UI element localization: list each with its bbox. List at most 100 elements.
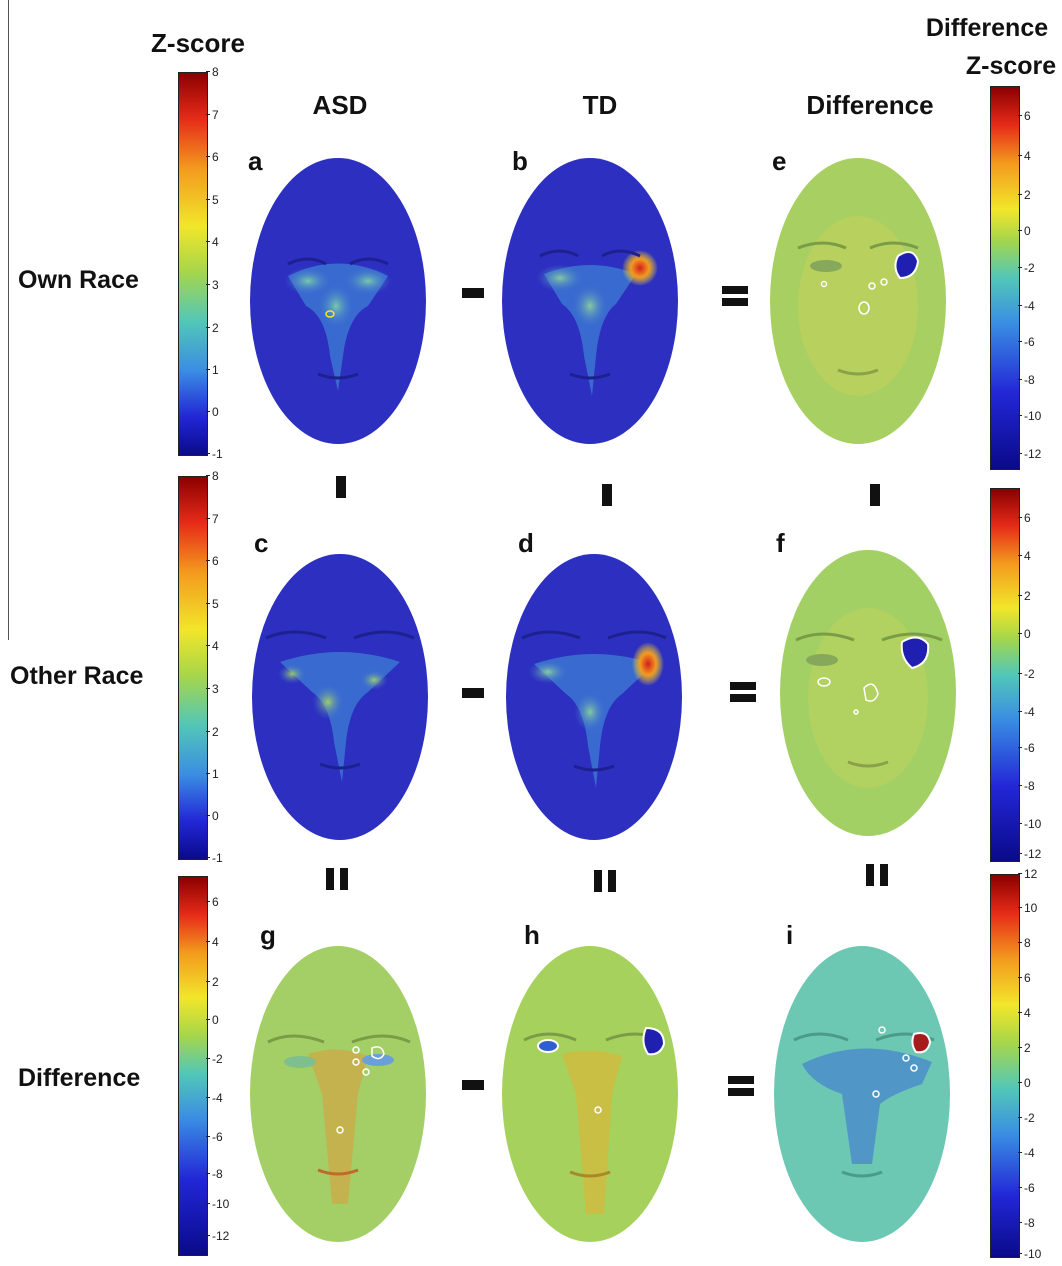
tick-label: 6: [206, 895, 219, 909]
row-label-other-race: Other Race: [10, 662, 144, 690]
tick-label: -6: [1018, 741, 1035, 755]
tick-label: 5: [206, 597, 219, 611]
tick-label: 2: [206, 975, 219, 989]
tick-label: 0: [206, 405, 219, 419]
tick-label: 4: [206, 935, 219, 949]
tick-label: 2: [1018, 589, 1031, 603]
difference-colorbar-bottom-right-ticks: 12 10 8 6 4 2 0 -2 -4 -6 -8 -10: [1017, 867, 1060, 1261]
tick-label: -8: [1018, 779, 1035, 793]
tick-label: -6: [1018, 335, 1035, 349]
minus-operator-row2: [458, 682, 488, 704]
difference-colorbar-bottom-right: [990, 874, 1020, 1258]
tick-label: -4: [206, 1091, 223, 1105]
difference-colorbar-bottom-left-ticks: 6 4 2 0 -2 -4 -6 -8 -10 -12: [205, 895, 252, 1246]
tick-label: 8: [206, 65, 219, 79]
heatmap-face-g-difference-asd: [250, 946, 426, 1242]
tick-label: 6: [206, 554, 219, 568]
tick-label: -4: [1018, 299, 1035, 313]
tick-label: 2: [206, 725, 219, 739]
tick-label: 6: [1018, 971, 1031, 985]
panel-letter-c: c: [254, 528, 269, 558]
tick-label: 4: [206, 235, 219, 249]
heatmap-face-c-asd-other-race: [252, 554, 428, 840]
tick-label: 4: [1018, 1006, 1031, 1020]
difference-colorbar-title-line1: Difference: [925, 14, 1049, 42]
zscore-colorbar-title: Z-score: [151, 28, 245, 58]
left-divider-line: [8, 0, 9, 640]
tick-label: 6: [1018, 511, 1031, 525]
panel-letter-a: a: [248, 146, 263, 176]
tick-label: -1: [206, 851, 223, 865]
heatmap-face-d-td-other-race: [506, 554, 682, 840]
tick-label: -2: [206, 1052, 223, 1066]
row-label-own-race: Own Race: [18, 266, 139, 294]
tick-label: 1: [206, 363, 219, 377]
heatmap-face-a-asd-own-race: [250, 158, 426, 444]
tick-label: 6: [1018, 109, 1031, 123]
vertical-equals-col3: [866, 864, 890, 886]
tick-label: -2: [1018, 1111, 1035, 1125]
tick-label: -8: [1018, 1216, 1035, 1230]
tick-label: 8: [206, 469, 219, 483]
heatmap-face-e-difference-own-race: [770, 158, 946, 444]
zscore-colorbar-top-ticks: 8 7 6 5 4 3 2 1 0 -1: [206, 65, 252, 466]
panel-letter-b: b: [512, 146, 528, 176]
tick-label: -4: [1018, 705, 1035, 719]
vertical-minus-col2: [602, 484, 612, 506]
tick-label: -6: [1018, 1181, 1035, 1195]
tick-label: -10: [1017, 1247, 1042, 1261]
difference-colorbar-title-line2: Z-score: [965, 52, 1057, 80]
tick-label: -12: [1017, 847, 1042, 861]
tick-label: 0: [206, 809, 219, 823]
row-label-difference: Difference: [18, 1064, 141, 1092]
minus-operator-row3: [458, 1074, 488, 1096]
tick-label: -1: [206, 447, 223, 461]
tick-label: 7: [206, 108, 219, 122]
tick-label: 0: [1018, 627, 1031, 641]
tick-label: 0: [1018, 224, 1031, 238]
difference-colorbar-middle-ticks: 6 4 2 0 -2 -4 -6 -8 -10 -12: [1017, 511, 1060, 862]
column-header-difference: Difference: [806, 90, 934, 120]
panel-letter-g: g: [260, 920, 276, 950]
tick-label: 5: [206, 193, 219, 207]
tick-label: 2: [1018, 1041, 1031, 1055]
difference-colorbar-middle: [990, 488, 1020, 862]
tick-label: 10: [1017, 901, 1038, 915]
tick-label: 6: [206, 150, 219, 164]
tick-label: -2: [1018, 667, 1035, 681]
vertical-equals-col1: [326, 868, 350, 890]
tick-label: 0: [206, 1013, 219, 1027]
tick-label: 1: [206, 767, 219, 781]
difference-colorbar-bottom-left: [178, 876, 208, 1256]
panel-letter-e: e: [772, 146, 787, 176]
tick-label: -8: [206, 1167, 223, 1181]
panel-letter-d: d: [518, 528, 534, 558]
tick-label: 12: [1017, 867, 1038, 881]
panel-letter-h: h: [524, 920, 540, 950]
difference-colorbar-top: [990, 86, 1020, 470]
panel-letter-i: i: [786, 920, 794, 950]
tick-label: 4: [1018, 149, 1031, 163]
tick-label: 2: [206, 321, 219, 335]
zscore-colorbar-middle: [178, 476, 208, 860]
vertical-equals-col2: [594, 870, 618, 892]
column-header-asd: ASD: [312, 90, 368, 120]
tick-label: -6: [206, 1130, 223, 1144]
tick-label: -8: [1018, 373, 1035, 387]
column-header-td: TD: [582, 90, 618, 120]
tick-label: -10: [205, 1197, 230, 1211]
heatmap-face-f-difference-other-race: [780, 550, 956, 836]
vertical-minus-col1: [336, 476, 346, 498]
panel-letter-f: f: [776, 528, 785, 558]
tick-label: 3: [206, 682, 219, 696]
vertical-minus-col3: [870, 484, 880, 506]
difference-colorbar-top-ticks: 6 4 2 0 -2 -4 -6 -8 -10 -12: [1017, 109, 1060, 460]
zscore-colorbar-top: [178, 72, 208, 456]
tick-label: 4: [206, 639, 219, 653]
tick-label: -4: [1018, 1146, 1035, 1160]
tick-label: 4: [1018, 549, 1031, 563]
zscore-colorbar-middle-ticks: 8 7 6 5 4 3 2 1 0 -1: [206, 469, 252, 870]
equals-operator-row3: [724, 1072, 758, 1100]
tick-label: -12: [205, 1229, 230, 1243]
equals-operator-row1: [718, 282, 752, 310]
